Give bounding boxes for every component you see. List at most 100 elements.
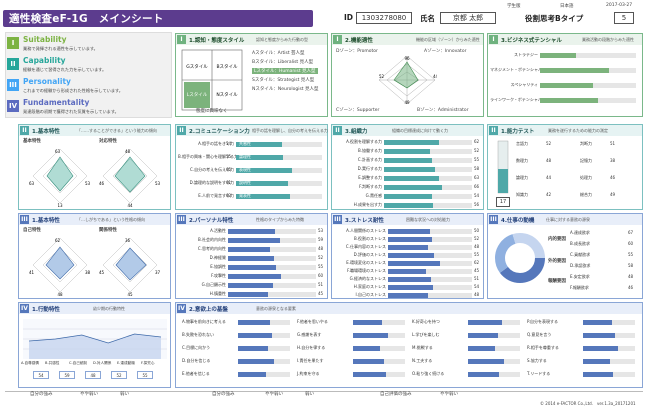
bar-label: D.論理的な説明をする力 [189,180,234,185]
motive-label: F.報酬欲求 [570,285,589,290]
base-label: I.責任を果たす [297,358,324,363]
ability-gauge [497,140,509,194]
category-num: IV [7,100,19,112]
category-item: I Suitability 業務で発揮される適性を示しています。 [7,34,170,60]
ability-value: 49 [610,192,616,197]
footer-legend: やや弱い [80,392,98,397]
bar-fill [540,52,577,58]
ability-value: 48 [546,158,552,163]
motive-group: 報酬要因 [548,279,566,284]
bar-label: E.調整する力 [358,175,382,180]
bar-fill [238,345,269,351]
footer [5,391,643,398]
motive-label: D.承認欲求 [570,263,591,268]
bar-value: 55 [226,154,232,159]
trait-radars: 13 53 63 63 44 53 46 48 [29,148,161,207]
group-label: 基本特性 [23,139,41,144]
panel-organization: II 3.組織力 組織の目標達成に向けて動く力 A.役割を理解する力 62 B.協働する… [331,124,484,210]
svg-text:41: 41 [29,270,35,275]
bar-value: 51 [474,276,480,281]
ability-label: 数理力 [516,158,528,163]
category-title: Capability [23,56,66,65]
style-item: Nスタイル：Neurologist 見人型 [252,87,319,92]
bar-fill [384,193,432,199]
panel-basic-traits-2: II 1.基本特性 「……することができる」という能力の傾向 基本特性 対応特性 1… [18,124,171,210]
bar-label: G.経済的なストレス [349,276,386,281]
bar-label: F.攻撃性 [211,273,226,278]
title-bar: 適性検査eF-1G メインシート [3,10,313,27]
bar-fill [228,255,274,261]
bar-fill [388,244,429,250]
base-label: P.自分を表現する [527,319,559,324]
base-label: L.学びを楽しむ [412,332,440,337]
category-title: Personality [23,77,71,86]
bar-fill [468,332,499,338]
bar-fill [388,252,435,258]
bar-label: D.実行する力 [357,166,382,171]
behavior-label: A.自尊感情 [21,361,39,365]
panel-communication: II 2.コミュニケーション力 相手の話を理解し、自分の考えを伝える力 A.相手の話… [175,124,328,210]
type-label: 役割思考Bタイプ [525,14,584,23]
bar-value: 63 [474,175,480,180]
bar-fill [228,282,273,288]
bar-fill [238,319,271,325]
bar-label: C.仕事内容のストレス [345,244,386,249]
group-label: 自己特性 [23,228,41,233]
bar-fill [384,184,443,190]
bar-label: G.責任感 [365,193,382,198]
bar-fill [388,260,441,266]
panel-ability-test: II 1.能力テスト 業務を遂行するための能力の測定 17 言語力 52 数理力 48 論理… [487,124,643,210]
bar-fill [238,358,275,364]
ability-value: 52 [546,141,552,146]
bar-fill [228,237,280,243]
base-label: E.他者を信じる [182,371,210,376]
bar-value: 53 [318,228,324,233]
panel-personal-traits: III 2.パーソナル特性 性格のタイプからみた特徴 A.活動性 53 B.社会的内向性… [175,213,328,299]
bar-label: B.役割のストレス [353,236,386,241]
bar-track [540,52,636,58]
bar-fill [228,264,277,270]
style-grid: Gスタイル Bスタイル Lスタイル Nスタイル [181,49,243,111]
ability-label: 記憶力 [580,158,592,163]
footer-legend: 自分の強み [30,392,53,397]
ability-label: 知識力 [516,192,528,197]
bar-fill [384,175,440,181]
motive-value: 48 [628,274,634,279]
ability-value: 38 [610,158,616,163]
bar-label: A.役割を理解する力 [346,139,382,144]
ability-value: 42 [546,192,552,197]
motive-value: 67 [628,230,634,235]
base-label: D.自分を信じる [182,358,211,363]
motive-group: 内的要因 [548,237,566,242]
bar-value: 52 [474,148,480,153]
bar-fill [388,276,431,282]
svg-text:53: 53 [155,181,161,186]
style-item: Aスタイル：Artist 芸人型 [252,51,305,56]
bar-label: E.環境変化のストレス [346,260,386,265]
bar-fill [353,319,382,325]
bar-fill [236,180,289,186]
bar-value: 61 [226,180,232,185]
grid-label: Lスタイル [187,91,208,98]
svg-text:36: 36 [125,238,131,243]
panel-stress: III 3.ストレス耐性 困難な状況への対処能力 A.人間関係のストレス 50 B.役割… [331,213,484,299]
bar-label: スペシャリティ [510,82,538,87]
category-num: I [7,37,19,49]
bar-fill [583,332,616,338]
motive-value: 58 [628,263,634,268]
name-value: 京都 太郎 [440,12,496,24]
bar-fill [384,202,434,208]
panel-motivation: III 4.仕事の動機 仕事に対する意欲の源泉 内的要因 外的要因 報酬要因 A.達… [487,213,643,299]
base-label: C.目標に向かう [182,345,211,350]
ability-label: 処理力 [580,175,592,180]
bar-value: 65 [226,167,232,172]
category-item: III Personality これまでの経験から形成された性格を示しています。 [7,76,170,102]
svg-text:49: 49 [404,100,410,105]
bar-value: 60 [318,273,324,278]
motive-value: 55 [628,252,634,257]
bar-track [388,228,472,234]
bar-label: E.人前で発言する力 [198,193,234,198]
category-title: Suitability [23,35,67,44]
id-label: ID [344,13,354,22]
svg-text:45: 45 [127,292,133,296]
